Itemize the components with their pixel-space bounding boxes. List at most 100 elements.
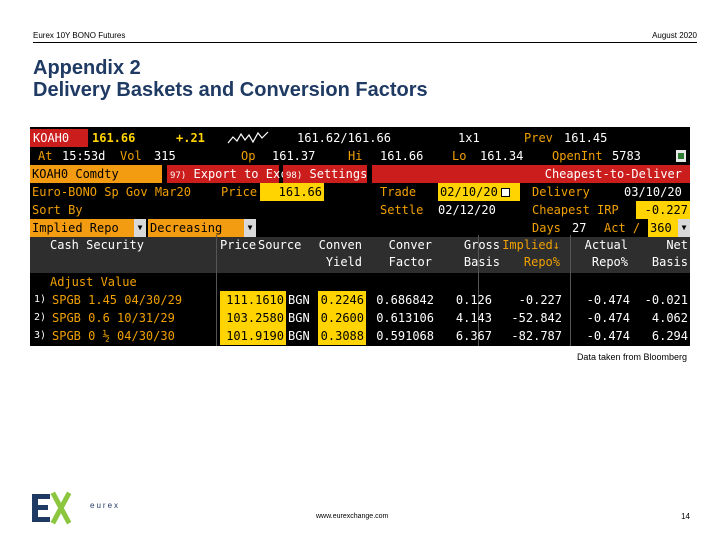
col-conven-yield-line2: Yield	[325, 255, 362, 269]
price-label: Price	[221, 185, 258, 199]
days-label: Days	[532, 221, 561, 235]
bond-conversion-factor: 0.613106	[376, 311, 434, 325]
days-value: 27	[572, 221, 587, 235]
bond-security[interactable]: SPGB 0.6 10/31/29	[52, 311, 175, 325]
day-count-label: Act /	[604, 221, 641, 235]
toolbar-row: KOAH0 Comdty 97) Export to Excel 98) Set…	[30, 165, 690, 183]
export-menu-number: 97)	[170, 171, 187, 181]
export-to-excel-button[interactable]: 97) Export to Excel	[167, 165, 302, 183]
bond-security[interactable]: SPGB 1.45 04/30/29	[52, 293, 183, 307]
basket-name: Euro-BONO Sp Gov Mar20	[32, 185, 191, 199]
trade-date-value: 02/10/20	[440, 185, 498, 199]
col-gross-basis-line2: Basis	[463, 255, 500, 269]
bond-price[interactable]: 103.2580	[220, 309, 286, 327]
sparkline-icon	[226, 129, 272, 147]
bond-net-basis: 4.062	[651, 311, 688, 325]
row-number: 2)	[34, 312, 47, 323]
bond-conversion-factor: 0.686842	[376, 293, 434, 307]
col-gross-basis[interactable]: Gross Basis	[450, 237, 500, 273]
sort-order-select[interactable]: Decreasing	[148, 219, 244, 237]
row-number: 1)	[34, 294, 47, 305]
col-conver-factor[interactable]: Conver Factor	[376, 237, 432, 273]
export-label: Export to Excel	[193, 167, 302, 181]
bond-actual-repo: -0.474	[586, 293, 630, 307]
bond-yield[interactable]: 0.2600	[318, 309, 366, 327]
bond-net-basis: -0.021	[644, 293, 688, 307]
cheapest-irp-label: Cheapest IRP	[532, 203, 619, 217]
chevron-down-icon[interactable]: ▼	[244, 219, 256, 237]
table-row[interactable]: 2) SPGB 0.6 10/31/29 103.2580 BGN 0.2600…	[30, 309, 690, 327]
slide-title-line-2: Delivery Baskets and Conversion Factors	[33, 79, 428, 101]
ticker[interactable]: KOAH0	[30, 129, 88, 147]
bond-source: BGN	[288, 311, 310, 325]
col-conven-yield-line1: Conven	[318, 238, 362, 252]
quote-time: 15:53d	[62, 149, 106, 163]
bond-gross-basis: 0.126	[455, 293, 492, 307]
col-net-basis-line2: Basis	[651, 255, 688, 269]
column-divider	[216, 235, 217, 346]
bond-source: BGN	[288, 329, 310, 343]
vol-label: Vol	[120, 149, 142, 163]
col-implied-repo[interactable]: Implied↓ Repo%	[496, 237, 560, 273]
sort-by-label: Sort By	[32, 203, 83, 217]
bond-yield[interactable]: 0.3088	[318, 327, 366, 345]
settings-menu-number: 98)	[286, 171, 303, 181]
trade-date-input[interactable]: 02/10/20	[438, 183, 520, 201]
col-cash-security[interactable]: Cash Security	[50, 238, 144, 252]
trade-label: Trade	[380, 185, 417, 199]
column-divider	[478, 235, 479, 346]
settle-label: Settle	[380, 203, 424, 217]
price-change: +.21	[176, 131, 205, 145]
chevron-down-icon[interactable]: ▼	[134, 219, 146, 237]
column-divider	[570, 235, 571, 346]
table-row[interactable]: 3) SPGB 0 ½ 04/30/30 101.9190 BGN 0.3088…	[30, 327, 690, 345]
sort-by-select[interactable]: Implied Repo	[30, 219, 134, 237]
security-comdty[interactable]: KOAH0 Comdty	[30, 165, 162, 183]
open-interest-label: OpenInt	[552, 149, 603, 163]
low-label: Lo	[452, 149, 467, 163]
bond-price[interactable]: 101.9190	[220, 327, 286, 345]
table-header: Cash Security Price Source Conven Yield C…	[30, 237, 690, 273]
bond-implied-repo: -0.227	[518, 293, 562, 307]
col-gross-basis-line1: Gross	[463, 238, 500, 252]
page-number: 14	[681, 512, 690, 521]
prev-value: 161.45	[564, 131, 608, 145]
col-actual-repo-line1: Actual	[584, 238, 628, 252]
day-count-select[interactable]: 360	[648, 219, 678, 237]
bond-gross-basis: 6.367	[455, 329, 492, 343]
bond-net-basis: 6.294	[651, 329, 688, 343]
low-value: 161.34	[480, 149, 524, 163]
adjust-value-label[interactable]: Adjust Value	[50, 275, 137, 289]
slide-title: Appendix 2 Delivery Baskets and Conversi…	[33, 57, 428, 101]
bond-security[interactable]: SPGB 0 ½ 04/30/30	[52, 329, 175, 343]
col-actual-repo[interactable]: Actual Repo%	[578, 237, 628, 273]
settle-date: 02/12/20	[438, 203, 496, 217]
col-conver-factor-line2: Factor	[388, 255, 432, 269]
high-label: Hi	[348, 149, 363, 163]
col-source[interactable]: Source	[258, 238, 302, 252]
footer-website[interactable]: www.eurexchange.com	[316, 513, 389, 520]
table-row[interactable]: 1) SPGB 1.45 04/30/29 111.1610 BGN 0.224…	[30, 291, 690, 309]
col-implied-repo-line1: Implied↓	[502, 238, 560, 252]
bond-actual-repo: -0.474	[586, 329, 630, 343]
bond-yield[interactable]: 0.2246	[318, 291, 366, 309]
settings-button[interactable]: 98) Settings	[283, 165, 367, 183]
price-input[interactable]: 161.66	[260, 183, 324, 201]
eurex-logo: eurex	[30, 491, 120, 525]
presentation-name: Eurex 10Y BONO Futures	[33, 31, 126, 40]
sort-options-row: Implied Repo ▼ Decreasing ▼ Days 27 Act …	[30, 219, 690, 237]
col-price[interactable]: Price	[220, 238, 257, 252]
chevron-down-icon[interactable]: ▼	[678, 219, 690, 237]
col-net-basis-line1: Net	[666, 238, 688, 252]
bond-conversion-factor: 0.591068	[376, 329, 434, 343]
calendar-icon[interactable]	[500, 188, 510, 197]
bond-price[interactable]: 111.1610	[220, 291, 286, 309]
col-conven-yield[interactable]: Conven Yield	[308, 237, 362, 273]
header-divider	[33, 42, 697, 43]
col-net-basis[interactable]: Net Basis	[640, 237, 688, 273]
bid-ask: 161.62/161.66	[297, 131, 391, 145]
stats-row: At 15:53d Vol 315 Op 161.37 Hi 161.66 Lo…	[30, 147, 690, 165]
document-icon[interactable]	[674, 147, 688, 165]
cheapest-irp-value[interactable]: -0.227	[636, 201, 690, 219]
data-source-caption: Data taken from Bloomberg	[576, 352, 687, 362]
